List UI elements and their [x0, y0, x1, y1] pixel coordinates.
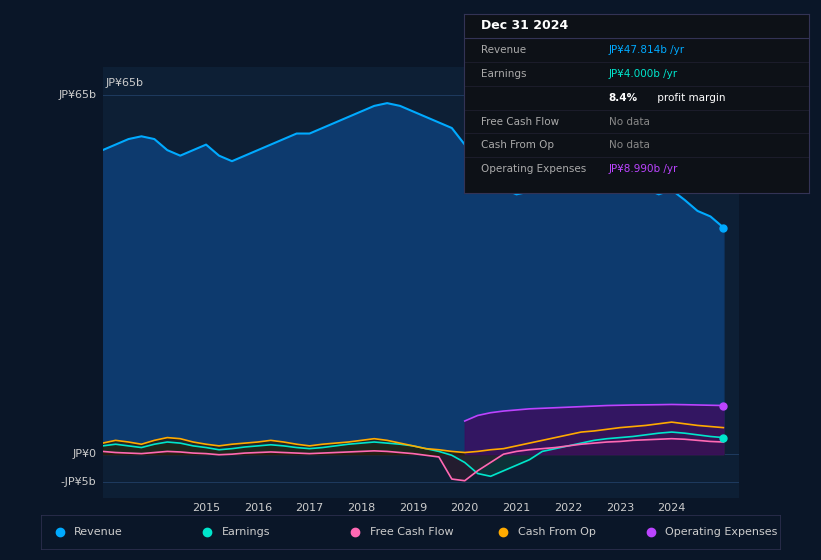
Text: JP¥0: JP¥0	[72, 449, 96, 459]
Text: JP¥8.990b /yr: JP¥8.990b /yr	[608, 164, 678, 174]
Text: Operating Expenses: Operating Expenses	[666, 527, 777, 537]
Text: Dec 31 2024: Dec 31 2024	[481, 20, 568, 32]
Text: JP¥47.814b /yr: JP¥47.814b /yr	[608, 45, 685, 55]
Text: Earnings: Earnings	[222, 527, 271, 537]
Text: Revenue: Revenue	[75, 527, 123, 537]
Text: Operating Expenses: Operating Expenses	[481, 164, 586, 174]
Text: No data: No data	[608, 141, 649, 151]
Text: profit margin: profit margin	[654, 92, 725, 102]
Text: Free Cash Flow: Free Cash Flow	[481, 116, 559, 127]
Text: Free Cash Flow: Free Cash Flow	[370, 527, 453, 537]
Text: No data: No data	[608, 116, 649, 127]
Text: JP¥65b: JP¥65b	[58, 90, 96, 100]
Text: Cash From Op: Cash From Op	[518, 527, 595, 537]
Text: 8.4%: 8.4%	[608, 92, 638, 102]
Text: JP¥4.000b /yr: JP¥4.000b /yr	[608, 69, 678, 79]
Text: -JP¥5b: -JP¥5b	[61, 477, 96, 487]
Text: Earnings: Earnings	[481, 69, 526, 79]
Text: JP¥65b: JP¥65b	[106, 78, 144, 88]
Text: Revenue: Revenue	[481, 45, 526, 55]
Text: Cash From Op: Cash From Op	[481, 141, 554, 151]
